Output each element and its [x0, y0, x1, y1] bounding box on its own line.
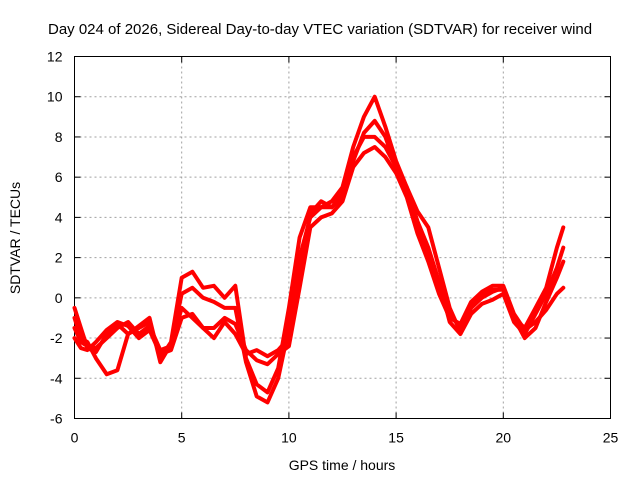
y-tick-label: 2 — [55, 250, 63, 266]
x-tick-label: 15 — [388, 430, 404, 446]
y-tick-label: 0 — [55, 290, 63, 306]
data-series — [72, 94, 566, 405]
y-tick-label: 12 — [47, 49, 63, 65]
y-tick-label: -4 — [50, 370, 63, 386]
y-tick-label: 6 — [55, 169, 63, 185]
y-tick-label: -2 — [50, 330, 63, 346]
x-axis-label: GPS time / hours — [289, 457, 396, 473]
y-tick-label: 8 — [55, 129, 63, 145]
y-tick-label: 10 — [47, 89, 63, 105]
x-tick-label: 5 — [178, 430, 186, 446]
grid — [74, 56, 611, 419]
y-tick-label: -6 — [50, 411, 63, 427]
x-tick-label: 10 — [281, 430, 297, 446]
y-axis-label: SDTVAR / TECUs — [7, 182, 23, 294]
x-tick-label: 25 — [603, 430, 619, 446]
plot-frame — [74, 56, 611, 419]
x-tick-label: 20 — [496, 430, 512, 446]
axis-ticks: 0 5 10 15 20 25 -6 -4 -2 0 2 4 6 8 10 12 — [47, 49, 619, 446]
series-line-1 — [72, 134, 566, 395]
series-line-3 — [72, 145, 566, 367]
series-line-2 — [72, 94, 566, 405]
series-line-4 — [72, 118, 566, 359]
y-tick-label: 4 — [55, 209, 63, 225]
chart-title: Day 024 of 2026, Sidereal Day-to-day VTE… — [48, 21, 592, 38]
x-tick-label: 0 — [71, 430, 79, 446]
